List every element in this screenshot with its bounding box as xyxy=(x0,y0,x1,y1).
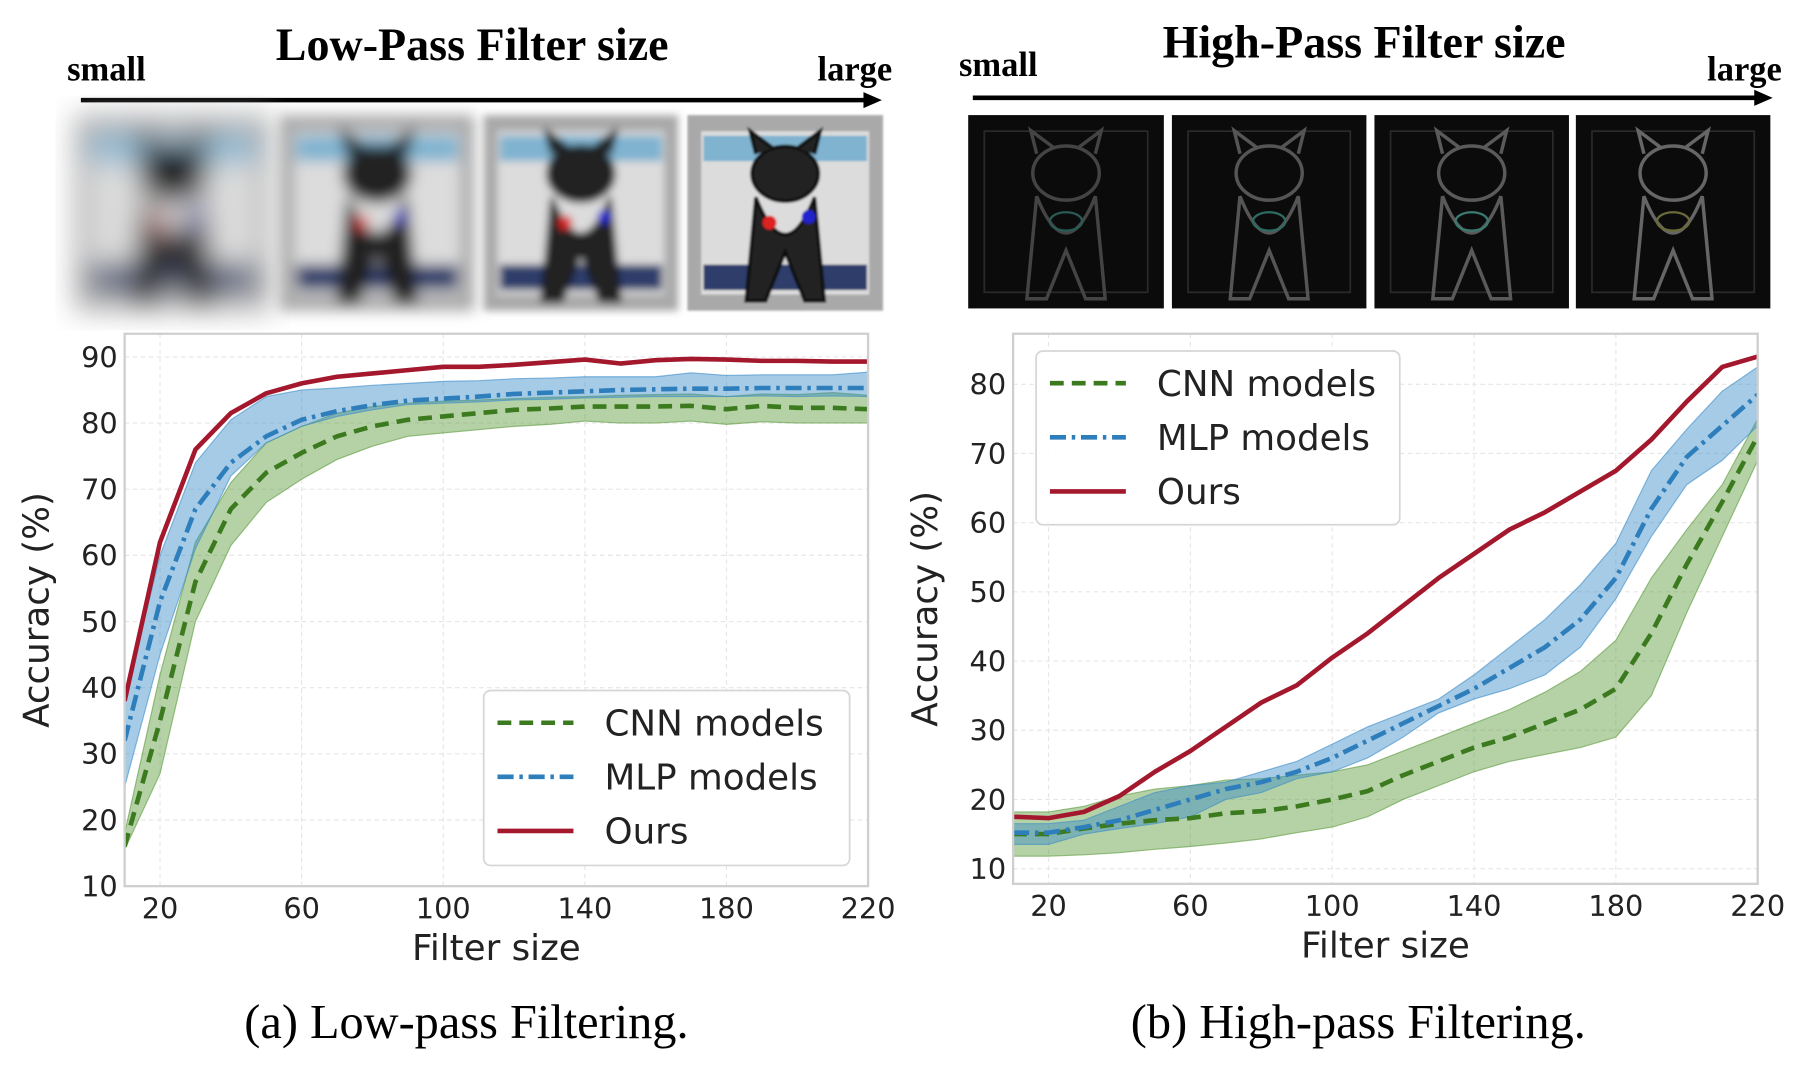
band-mlp xyxy=(124,371,869,788)
legend-box xyxy=(482,689,851,867)
x-tick-label: 60 xyxy=(283,891,320,925)
y-axis-label: Accuracy (%) xyxy=(17,492,58,728)
x-tick-label: 100 xyxy=(416,891,471,925)
panel-b-arrow-icon xyxy=(972,89,1773,106)
legend-label-ours: Ours xyxy=(605,812,689,853)
high-pass-thumbnail xyxy=(1374,115,1569,309)
plot-series xyxy=(124,356,869,851)
panel-b-small-label: small xyxy=(959,46,1038,84)
panel-a-small-label: small xyxy=(67,51,146,89)
legend-label-cnn: CNN models xyxy=(1157,364,1376,405)
legend-label-ours: Ours xyxy=(1157,472,1241,513)
series-line-ours xyxy=(124,356,869,702)
series-line-cnn xyxy=(124,403,869,848)
y-tick-label: 70 xyxy=(81,473,118,507)
x-tick-label: 20 xyxy=(1030,889,1067,923)
panel-b-caption: (b) High-pass Filtering. xyxy=(1131,996,1586,1049)
y-tick-label: 50 xyxy=(970,575,1007,609)
x-tick-label: 180 xyxy=(1588,889,1643,923)
y-tick-label: 10 xyxy=(970,852,1007,886)
panel-a-caption: (a) Low-pass Filtering. xyxy=(244,996,688,1049)
axes-frame xyxy=(123,332,870,888)
y-tick-label: 60 xyxy=(81,539,118,573)
panel-b-thumbnails xyxy=(968,115,1771,309)
legend-label-cnn: CNN models xyxy=(605,703,824,744)
x-axis-label: Filter size xyxy=(1301,926,1470,967)
legend: CNN models MLP models Ours xyxy=(1035,350,1401,526)
band-mlp xyxy=(1013,366,1758,845)
panel-a-large-label: large xyxy=(817,51,892,89)
series-line-mlp xyxy=(1013,392,1758,835)
x-tick-label: 140 xyxy=(1447,889,1502,923)
x-axis-label: Filter size xyxy=(412,928,581,969)
y-tick-label: 30 xyxy=(970,714,1007,748)
legend-label-mlp: MLP models xyxy=(1157,418,1370,459)
panel-a-title: Low-Pass Filter size xyxy=(276,19,669,70)
y-tick-label: 70 xyxy=(970,437,1007,471)
series-line-ours xyxy=(1013,354,1758,821)
y-tick-label: 50 xyxy=(81,605,118,639)
high-pass-thumbnail xyxy=(1171,115,1367,309)
legend-box xyxy=(1035,350,1401,526)
high-pass-thumbnail xyxy=(968,115,1164,309)
y-tick-label: 60 xyxy=(970,506,1007,540)
low-pass-thumbnail xyxy=(75,115,271,311)
x-tick-label: 220 xyxy=(841,891,896,925)
low-pass-thumbnail xyxy=(483,115,679,311)
panel-b-header: High-Pass Filter size small large xyxy=(959,17,1782,106)
y-tick-label: 10 xyxy=(81,870,118,904)
x-tick-label: 220 xyxy=(1730,889,1785,923)
x-tick-label: 60 xyxy=(1172,889,1209,923)
y-tick-label: 80 xyxy=(81,406,118,440)
y-tick-label: 90 xyxy=(81,340,118,374)
legend: CNN models MLP models Ours xyxy=(482,689,851,867)
series-line-cnn xyxy=(1013,435,1758,837)
high-pass-thumbnail xyxy=(1575,115,1771,309)
y-axis-label: Accuracy (%) xyxy=(905,491,946,727)
low-pass-thumbnail xyxy=(687,115,884,311)
y-tick-label: 30 xyxy=(81,737,118,771)
chart-b: 20 60 100 140 180 220 10 20 30 40 50 60 70 80 Filter s… xyxy=(905,332,1785,967)
band-cnn xyxy=(1013,418,1758,857)
x-tick-label: 20 xyxy=(142,891,179,925)
y-tick-label: 20 xyxy=(970,783,1007,817)
y-tick-label: 20 xyxy=(81,803,118,837)
axes-frame xyxy=(1011,332,1759,886)
x-tick-label: 140 xyxy=(557,891,612,925)
panel-a-arrow-icon xyxy=(80,92,882,109)
plot-series xyxy=(1013,354,1758,857)
y-tick-label: 40 xyxy=(970,644,1007,678)
chart-a: 20 60 100 140 180 220 10 20 30 40 50 60 70 80 90 Filter… xyxy=(17,332,896,969)
panel-b-large-label: large xyxy=(1707,51,1782,89)
y-tick-label: 40 xyxy=(81,671,118,705)
series-line-mlp xyxy=(124,385,869,742)
legend-label-mlp: MLP models xyxy=(605,757,818,798)
panel-a-thumbnails xyxy=(75,115,884,311)
panel-b-title: High-Pass Filter size xyxy=(1163,17,1566,68)
low-pass-thumbnail xyxy=(279,115,475,311)
x-tick-label: 100 xyxy=(1305,889,1360,923)
x-tick-label: 180 xyxy=(699,891,754,925)
panel-a-header: Low-Pass Filter size small large xyxy=(67,19,892,109)
y-tick-label: 80 xyxy=(970,368,1007,402)
